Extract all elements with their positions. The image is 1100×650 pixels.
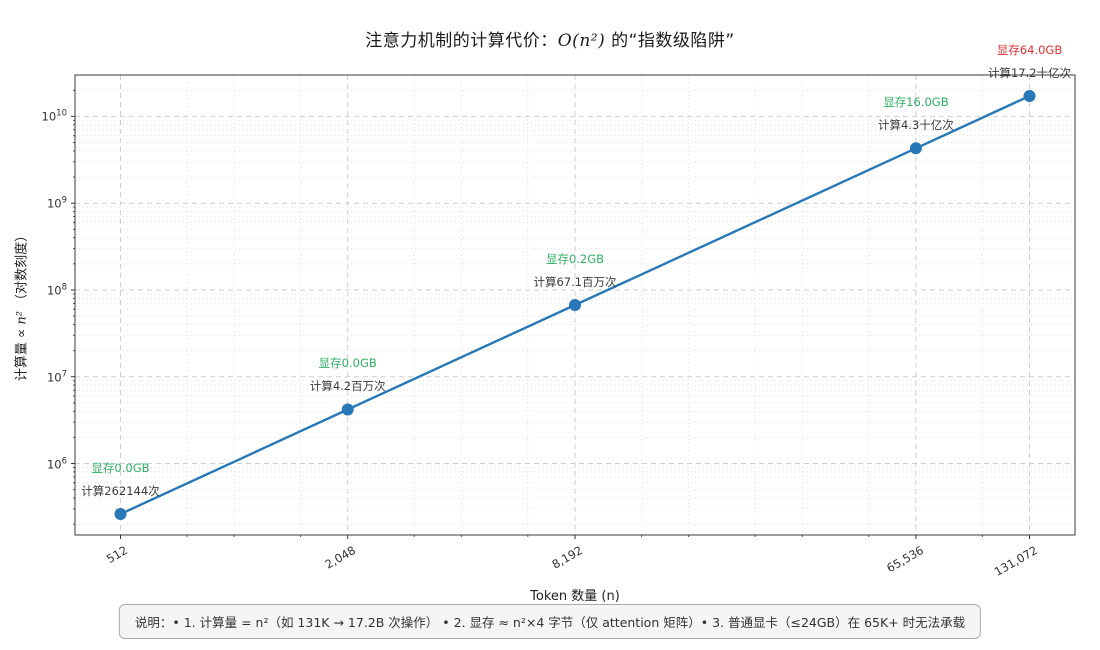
- y-tick-label: 108: [46, 282, 67, 298]
- point-memory-label: 显存0.0GB: [318, 356, 377, 371]
- note-box: 说明：• 1. 计算量 = n²（如 131K → 17.2B 次操作） • 2…: [118, 604, 982, 639]
- y-tick-label: 109: [46, 195, 67, 211]
- point-memory-label: 显存16.0GB: [883, 95, 949, 110]
- chart-title-text: 注意力机制的计算代价：: [365, 31, 558, 51]
- chart-title-math: O(n²): [557, 31, 606, 51]
- y-axis-label: 计算量 ∝ n² （对数刻度）: [14, 228, 30, 382]
- point-compute-label: 计算67.1百万次: [533, 274, 617, 289]
- point-compute-label: 计算4.2百万次: [309, 379, 386, 394]
- point-compute-label: 计算4.3十亿次: [877, 118, 954, 133]
- point-memory-label: 显存64.0GB: [996, 43, 1063, 57]
- point-compute-label: 计算17.2十亿次: [987, 66, 1072, 80]
- point-memory-label: 显存0.2GB: [545, 251, 605, 266]
- y-tick-label: 106: [46, 456, 67, 471]
- chart-title: 注意力机制的计算代价：O(n²) 的“指数级陷阱”: [0, 26, 1100, 51]
- y-tick-label: 1010: [41, 108, 67, 124]
- point-memory-label: 显存0.0GB: [91, 460, 150, 475]
- x-axis-label: Token 数量 (n): [530, 589, 620, 604]
- note-text: 说明：• 1. 计算量 = n²（如 131K → 17.2B 次操作） • 2…: [134, 615, 966, 630]
- y-tick-label: 107: [46, 369, 67, 385]
- chart-title-suffix: 的“指数级陷阱”: [605, 31, 735, 51]
- point-compute-label: 计算262144次: [81, 483, 160, 498]
